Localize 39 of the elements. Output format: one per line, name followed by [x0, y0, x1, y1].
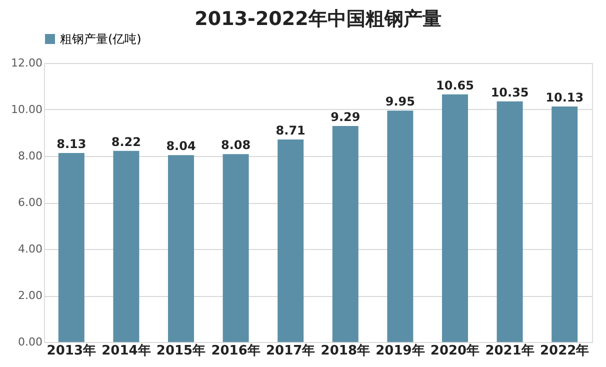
x-tick-label: 2013年 [46, 344, 96, 358]
y-tick-label: 10.00 [11, 103, 42, 116]
x-tick-label: 2015年 [156, 344, 206, 358]
x-tick-label: 2020年 [430, 344, 480, 358]
y-tick-label: 12.00 [11, 56, 42, 70]
chart-title: 2013-2022年中国粗钢产量 [194, 8, 442, 30]
bar [552, 106, 578, 342]
y-tick-label: 6.00 [18, 196, 42, 209]
bar [58, 152, 84, 342]
data-label: 9.95 [385, 94, 416, 109]
x-tick-label: 2014年 [102, 344, 151, 358]
y-tick-label: 8.00 [18, 150, 42, 162]
data-label: 10.13 [546, 90, 584, 104]
x-tick-label: 2016年 [211, 344, 260, 358]
data-label: 8.04 [166, 139, 196, 154]
data-label: 10.35 [490, 85, 529, 100]
data-label: 8.22 [111, 134, 142, 149]
data-label: 8.13 [56, 136, 86, 151]
bar [168, 155, 194, 342]
data-label: 9.29 [330, 110, 360, 124]
bar [278, 139, 304, 342]
legend-label: 粗钢产量(亿吨) [60, 32, 142, 46]
x-tick-label: 2019年 [376, 344, 425, 358]
y-tick-label: 2.00 [18, 289, 42, 302]
x-tick-label: 2017年 [266, 344, 316, 358]
y-tick-label: 4.00 [18, 242, 42, 256]
bar [332, 126, 358, 342]
data-label: 10.65 [436, 78, 474, 92]
data-label: 8.08 [220, 138, 251, 152]
bar [222, 154, 249, 342]
data-label: 8.71 [276, 123, 306, 138]
x-tick-label: 2022年 [540, 344, 590, 358]
bar [442, 94, 468, 342]
x-tick-label: 2018年 [320, 344, 370, 358]
bar [387, 110, 414, 342]
y-tick-label: 0.00 [18, 336, 42, 348]
bar [113, 150, 140, 342]
bar [496, 101, 523, 342]
x-tick-label: 2021年 [485, 344, 534, 358]
